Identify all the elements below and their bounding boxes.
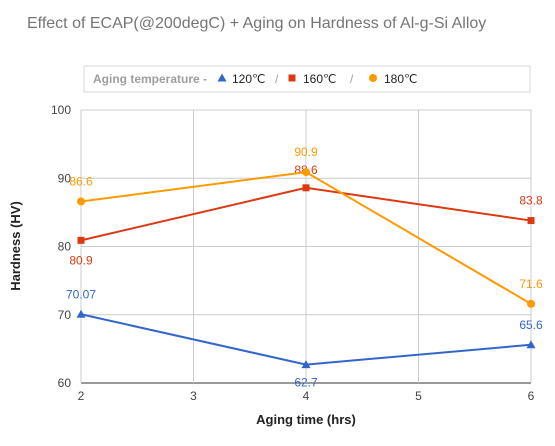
series-circle: 86.6 90.9 71.6 — [69, 145, 543, 308]
gridlines — [80, 109, 532, 384]
y-tick-label: 80 — [58, 240, 72, 254]
legend-item[interactable]: 120℃ — [217, 72, 266, 86]
data-label: 71.6 — [519, 277, 543, 291]
legend: Aging temperature - 120℃ / 160℃ / 180℃ — [83, 65, 531, 93]
data-point — [527, 299, 535, 308]
data-point — [302, 168, 310, 177]
legend-title: Aging temperature - — [93, 72, 207, 86]
y-tick-label: 60 — [58, 376, 72, 390]
chart-title: Effect of ECAP(@200degC) + Aging on Hard… — [27, 15, 486, 32]
data-point — [527, 217, 535, 225]
data-label: 70.07 — [66, 287, 96, 301]
legend-separator: / — [350, 72, 354, 86]
data-point — [526, 340, 536, 349]
data-point — [77, 197, 85, 206]
data-label: 80.9 — [69, 253, 93, 267]
legend-marker — [217, 73, 227, 82]
legend-label: 180℃ — [384, 72, 418, 86]
y-tick-label: 100 — [51, 103, 71, 117]
data-point — [76, 309, 86, 318]
legend-label: 120℃ — [232, 72, 266, 86]
axes: 60 70 80 90 100 2 3 4 5 6 — [51, 103, 535, 403]
series-triangle: 70.07 62.7 65.6 — [66, 287, 543, 389]
y-tick-label: 70 — [58, 308, 72, 322]
legend-item[interactable]: 160℃ — [288, 72, 337, 86]
y-tick-label: 90 — [58, 171, 72, 185]
x-tick-label: 3 — [190, 389, 197, 403]
data-point — [77, 236, 85, 244]
data-label: 65.6 — [519, 318, 543, 332]
data-label: 86.6 — [69, 174, 93, 188]
x-tick-label: 6 — [528, 389, 535, 403]
x-tick-label: 4 — [303, 389, 310, 403]
legend-label: 160℃ — [303, 72, 337, 86]
legend-separator: / — [275, 72, 279, 86]
x-tick-label: 2 — [78, 389, 85, 403]
legend-marker — [288, 74, 296, 82]
data-label: 90.9 — [294, 145, 318, 159]
legend-item[interactable]: 180℃ — [369, 72, 418, 86]
data-point — [301, 360, 311, 369]
data-point — [302, 184, 310, 192]
x-tick-label: 5 — [415, 389, 422, 403]
data-label: 62.7 — [294, 376, 318, 390]
x-axis-title: Aging time (hrs) — [256, 412, 356, 427]
data-label: 83.8 — [519, 194, 543, 208]
y-axis-title: Hardness (HV) — [8, 201, 23, 291]
legend-marker — [369, 74, 377, 82]
legend-box — [83, 65, 531, 93]
